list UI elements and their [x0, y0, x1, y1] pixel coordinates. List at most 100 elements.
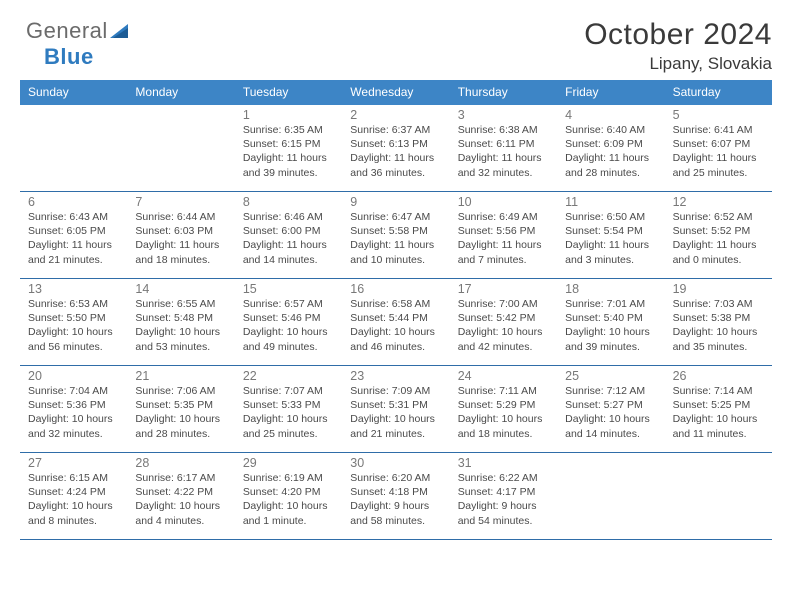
- daylight-line: Daylight: 11 hours and 7 minutes.: [458, 238, 551, 266]
- daylight-line: Daylight: 11 hours and 10 minutes.: [350, 238, 443, 266]
- sunrise-line: Sunrise: 6:46 AM: [243, 210, 336, 224]
- day-number: 26: [673, 369, 766, 383]
- daylight-line: Daylight: 10 hours and 49 minutes.: [243, 325, 336, 353]
- day-number: 14: [135, 282, 228, 296]
- daylight-line: Daylight: 10 hours and 14 minutes.: [565, 412, 658, 440]
- day-info: Sunrise: 6:46 AMSunset: 6:00 PMDaylight:…: [243, 210, 336, 267]
- day-cell: 8Sunrise: 6:46 AMSunset: 6:00 PMDaylight…: [235, 192, 342, 278]
- sunset-line: Sunset: 6:07 PM: [673, 137, 766, 151]
- sunrise-line: Sunrise: 6:58 AM: [350, 297, 443, 311]
- logo-text: General Blue: [26, 18, 132, 70]
- calendar-page: General Blue October 2024 Lipany, Slovak…: [0, 0, 792, 550]
- daylight-line: Daylight: 11 hours and 32 minutes.: [458, 151, 551, 179]
- sunrise-line: Sunrise: 7:03 AM: [673, 297, 766, 311]
- daylight-line: Daylight: 10 hours and 46 minutes.: [350, 325, 443, 353]
- day-number: 16: [350, 282, 443, 296]
- week-row: 27Sunrise: 6:15 AMSunset: 4:24 PMDayligh…: [20, 453, 772, 540]
- sunset-line: Sunset: 5:33 PM: [243, 398, 336, 412]
- day-number: 31: [458, 456, 551, 470]
- day-header-row: Sunday Monday Tuesday Wednesday Thursday…: [20, 80, 772, 105]
- day-number: 17: [458, 282, 551, 296]
- day-cell: 14Sunrise: 6:55 AMSunset: 5:48 PMDayligh…: [127, 279, 234, 365]
- daylight-line: Daylight: 11 hours and 36 minutes.: [350, 151, 443, 179]
- day-info: Sunrise: 6:43 AMSunset: 6:05 PMDaylight:…: [28, 210, 121, 267]
- week-row: 13Sunrise: 6:53 AMSunset: 5:50 PMDayligh…: [20, 279, 772, 366]
- day-number: 7: [135, 195, 228, 209]
- sunrise-line: Sunrise: 7:00 AM: [458, 297, 551, 311]
- daylight-line: Daylight: 10 hours and 32 minutes.: [28, 412, 121, 440]
- day-info: Sunrise: 6:50 AMSunset: 5:54 PMDaylight:…: [565, 210, 658, 267]
- sunrise-line: Sunrise: 6:20 AM: [350, 471, 443, 485]
- day-info: Sunrise: 7:09 AMSunset: 5:31 PMDaylight:…: [350, 384, 443, 441]
- sunrise-line: Sunrise: 6:57 AM: [243, 297, 336, 311]
- sunset-line: Sunset: 6:00 PM: [243, 224, 336, 238]
- day-info: Sunrise: 7:11 AMSunset: 5:29 PMDaylight:…: [458, 384, 551, 441]
- day-cell: 31Sunrise: 6:22 AMSunset: 4:17 PMDayligh…: [450, 453, 557, 539]
- day-number: 27: [28, 456, 121, 470]
- dayhead-thursday: Thursday: [450, 80, 557, 105]
- day-number: 25: [565, 369, 658, 383]
- day-number: 13: [28, 282, 121, 296]
- dayhead-sunday: Sunday: [20, 80, 127, 105]
- sunrise-line: Sunrise: 6:55 AM: [135, 297, 228, 311]
- week-row: 6Sunrise: 6:43 AMSunset: 6:05 PMDaylight…: [20, 192, 772, 279]
- daylight-line: Daylight: 10 hours and 8 minutes.: [28, 499, 121, 527]
- sunset-line: Sunset: 5:42 PM: [458, 311, 551, 325]
- day-info: Sunrise: 6:22 AMSunset: 4:17 PMDaylight:…: [458, 471, 551, 528]
- sunrise-line: Sunrise: 6:50 AM: [565, 210, 658, 224]
- sunset-line: Sunset: 4:17 PM: [458, 485, 551, 499]
- day-number: 10: [458, 195, 551, 209]
- sunrise-line: Sunrise: 6:17 AM: [135, 471, 228, 485]
- dayhead-saturday: Saturday: [665, 80, 772, 105]
- sunset-line: Sunset: 5:54 PM: [565, 224, 658, 238]
- daylight-line: Daylight: 11 hours and 25 minutes.: [673, 151, 766, 179]
- day-cell: 26Sunrise: 7:14 AMSunset: 5:25 PMDayligh…: [665, 366, 772, 452]
- day-number: 12: [673, 195, 766, 209]
- day-info: Sunrise: 7:06 AMSunset: 5:35 PMDaylight:…: [135, 384, 228, 441]
- sunset-line: Sunset: 5:40 PM: [565, 311, 658, 325]
- day-number: 2: [350, 108, 443, 122]
- day-cell: 30Sunrise: 6:20 AMSunset: 4:18 PMDayligh…: [342, 453, 449, 539]
- day-info: Sunrise: 6:38 AMSunset: 6:11 PMDaylight:…: [458, 123, 551, 180]
- sunset-line: Sunset: 5:46 PM: [243, 311, 336, 325]
- daylight-line: Daylight: 11 hours and 21 minutes.: [28, 238, 121, 266]
- day-cell: 28Sunrise: 6:17 AMSunset: 4:22 PMDayligh…: [127, 453, 234, 539]
- daylight-line: Daylight: 11 hours and 39 minutes.: [243, 151, 336, 179]
- day-info: Sunrise: 6:35 AMSunset: 6:15 PMDaylight:…: [243, 123, 336, 180]
- day-cell: [665, 453, 772, 539]
- sunrise-line: Sunrise: 7:04 AM: [28, 384, 121, 398]
- day-number: 5: [673, 108, 766, 122]
- day-cell: 3Sunrise: 6:38 AMSunset: 6:11 PMDaylight…: [450, 105, 557, 191]
- day-info: Sunrise: 6:40 AMSunset: 6:09 PMDaylight:…: [565, 123, 658, 180]
- day-info: Sunrise: 6:49 AMSunset: 5:56 PMDaylight:…: [458, 210, 551, 267]
- day-cell: 19Sunrise: 7:03 AMSunset: 5:38 PMDayligh…: [665, 279, 772, 365]
- day-info: Sunrise: 6:57 AMSunset: 5:46 PMDaylight:…: [243, 297, 336, 354]
- daylight-line: Daylight: 10 hours and 28 minutes.: [135, 412, 228, 440]
- day-info: Sunrise: 7:14 AMSunset: 5:25 PMDaylight:…: [673, 384, 766, 441]
- day-number: 21: [135, 369, 228, 383]
- sunrise-line: Sunrise: 6:35 AM: [243, 123, 336, 137]
- logo-word-blue: Blue: [44, 44, 94, 69]
- day-cell: 18Sunrise: 7:01 AMSunset: 5:40 PMDayligh…: [557, 279, 664, 365]
- day-number: 9: [350, 195, 443, 209]
- location-label: Lipany, Slovakia: [584, 54, 772, 74]
- day-number: 19: [673, 282, 766, 296]
- day-number: 18: [565, 282, 658, 296]
- sunset-line: Sunset: 5:35 PM: [135, 398, 228, 412]
- daylight-line: Daylight: 10 hours and 11 minutes.: [673, 412, 766, 440]
- day-cell: 11Sunrise: 6:50 AMSunset: 5:54 PMDayligh…: [557, 192, 664, 278]
- sunrise-line: Sunrise: 7:06 AM: [135, 384, 228, 398]
- sunrise-line: Sunrise: 7:12 AM: [565, 384, 658, 398]
- dayhead-monday: Monday: [127, 80, 234, 105]
- sunrise-line: Sunrise: 6:43 AM: [28, 210, 121, 224]
- day-number: 4: [565, 108, 658, 122]
- day-info: Sunrise: 6:20 AMSunset: 4:18 PMDaylight:…: [350, 471, 443, 528]
- day-cell: 2Sunrise: 6:37 AMSunset: 6:13 PMDaylight…: [342, 105, 449, 191]
- day-cell: [557, 453, 664, 539]
- sunset-line: Sunset: 5:31 PM: [350, 398, 443, 412]
- day-info: Sunrise: 6:41 AMSunset: 6:07 PMDaylight:…: [673, 123, 766, 180]
- month-title: October 2024: [584, 18, 772, 52]
- header-row: General Blue October 2024 Lipany, Slovak…: [20, 18, 772, 74]
- sunset-line: Sunset: 6:05 PM: [28, 224, 121, 238]
- sunrise-line: Sunrise: 7:14 AM: [673, 384, 766, 398]
